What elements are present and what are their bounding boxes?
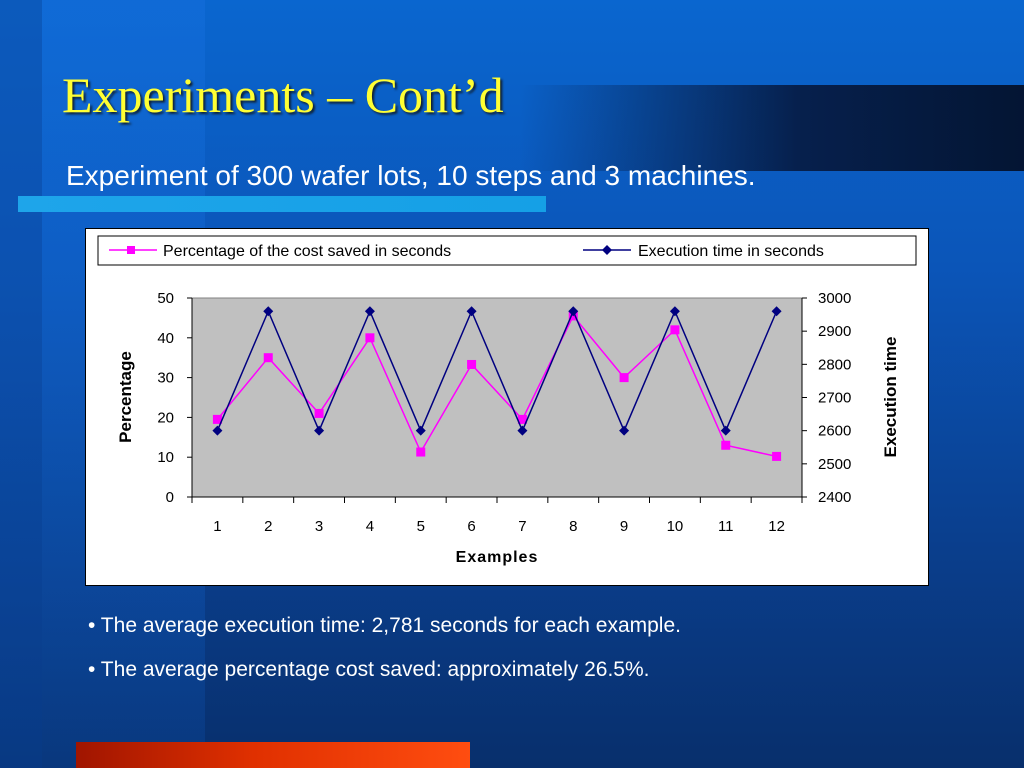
data-point-percentage [416,447,426,457]
left-axis-tick-label: 50 [157,290,174,307]
x-axis-tick-label: 11 [718,518,734,535]
left-axis-tick-label: 40 [157,330,174,347]
right-axis-tick-label: 3000 [818,290,851,307]
x-axis-tick-label: 9 [620,518,628,535]
x-axis-tick-label: 12 [768,518,785,535]
legend-box [97,235,917,266]
data-point-percentage [365,333,375,343]
x-axis-title: Examples [456,549,539,566]
y-axis-title: Percentage [116,351,135,443]
x-axis: 1 2 3 4 5 6 7 8 9 10 11 12 [191,496,803,535]
right-axis-tick-label: 2700 [818,390,851,407]
left-axis: 0 10 20 30 40 50 [157,290,193,506]
data-point-execution [212,425,223,436]
series-line-execution [216,309,778,433]
data-point-percentage [619,373,629,383]
x-axis-tick-label: 2 [264,518,272,535]
right-axis-tick-label: 2500 [818,456,851,473]
data-point-percentage [212,414,222,424]
x-axis-tick-label: 3 [315,518,323,535]
background-left-strip [0,0,42,768]
right-axis-tick-label: 2600 [818,423,851,440]
data-point-percentage [314,408,324,418]
data-point-execution [619,425,630,436]
left-axis-tick-label: 20 [157,409,174,426]
x-axis-tick-label: 6 [467,518,475,535]
right-axis-tick-label: 2400 [818,489,851,506]
right-axis-tick-label: 2800 [818,356,851,373]
legend-label-percentage: Percentage of the cost saved in seconds [163,243,451,260]
data-point-percentage [467,359,477,369]
accent-bar [18,196,546,212]
subtitle: Experiment of 300 wafer lots, 10 steps a… [66,160,756,191]
series-layer [212,306,782,461]
right-axis: 2400 2500 2600 2700 2800 2900 3000 [801,290,851,506]
chart-panel: Percentage of the cost saved in seconds … [85,228,929,586]
x-axis-tick-label: 10 [667,518,684,535]
line-chart: Percentage of the cost saved in seconds … [97,235,917,566]
x-axis-tick-label: 5 [417,518,425,535]
data-point-execution [314,425,325,436]
data-point-execution [263,306,274,317]
data-point-percentage [721,440,731,450]
data-point-percentage [263,353,273,363]
y2-axis-title: Execution time [881,337,900,458]
data-point-execution [771,306,782,317]
background-dark-bar [520,85,1024,171]
data-point-execution [720,425,731,436]
left-axis-tick-label: 0 [166,489,174,506]
data-point-execution [669,306,680,317]
left-axis-tick-label: 10 [157,449,174,466]
x-axis-tick-label: 4 [366,518,374,535]
data-point-execution [364,306,375,317]
data-point-percentage [517,414,527,424]
data-point-percentage [772,451,782,461]
data-point-execution [568,306,579,317]
x-axis-tick-label: 8 [569,518,577,535]
data-point-execution [466,306,477,317]
legend-label-execution: Execution time in seconds [638,243,824,260]
left-axis-tick-label: 30 [157,370,174,387]
data-point-percentage [670,325,680,335]
bullet-average-execution-time: • The average execution time: 2,781 seco… [88,614,681,637]
right-axis-tick-label: 2900 [818,323,851,340]
legend-marker-percentage [127,246,135,254]
footer-accent-bar [76,742,470,768]
series-line-percentage [216,314,777,458]
plot-area [191,297,803,498]
data-point-execution [415,425,426,436]
page-title: Experiments – Cont’d [62,67,504,123]
data-point-execution [517,425,528,436]
legend-marker-execution [602,245,612,255]
x-axis-tick-label: 1 [213,518,221,535]
x-axis-tick-label: 7 [518,518,526,535]
bullet-average-cost-saved: • The average percentage cost saved: app… [88,658,650,681]
